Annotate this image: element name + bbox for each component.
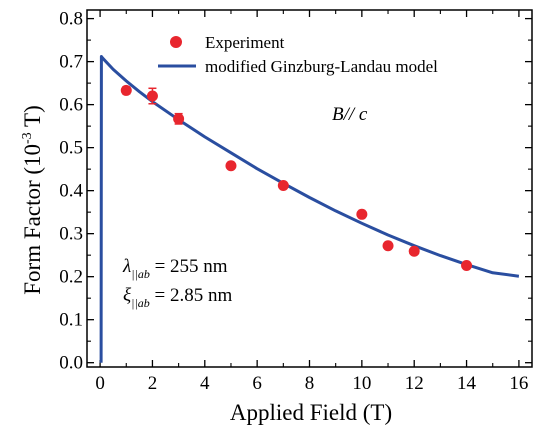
experiment-point	[461, 259, 473, 271]
xi-value: = 2.85 nm	[150, 285, 233, 306]
y-tick-label: 0.3	[59, 224, 83, 245]
x-tick-label: 4	[200, 373, 210, 394]
y-tick-label: 0.5	[59, 138, 83, 159]
xi-subscript: ||ab	[131, 296, 150, 310]
x-tick-label: 2	[148, 373, 158, 394]
xi-annotation: ξ||ab = 2.85 nm	[123, 285, 232, 310]
experiment-point	[356, 208, 368, 220]
y-tick-label: 0.1	[59, 310, 83, 331]
y-tick-label: 0.8	[59, 9, 83, 30]
legend: Experiment modified Ginzburg-Landau mode…	[158, 33, 438, 76]
lambda-subscript: ||ab	[131, 267, 150, 281]
x-tick-label: 16	[509, 373, 528, 394]
y-axis-label-unit: T)	[20, 105, 45, 132]
experiment-point	[120, 84, 132, 96]
plot-frame	[86, 9, 533, 368]
experiment-point	[146, 90, 158, 102]
experiment-point	[408, 245, 420, 257]
experiment-point	[173, 113, 185, 125]
x-tick-label: 6	[252, 373, 262, 394]
y-tick-label: 0.2	[59, 267, 83, 288]
lambda-annotation: λ||ab = 255 nm	[122, 256, 228, 281]
y-axis-label-exponent: -3	[20, 132, 35, 144]
xi-symbol: ξ	[123, 285, 132, 306]
x-tick-label: 8	[305, 373, 315, 394]
x-tick-label: 0	[95, 373, 105, 394]
y-tick-label: 0.6	[59, 95, 83, 116]
y-tick-label: 0.7	[59, 52, 83, 73]
x-axis-label: Applied Field (T)	[230, 400, 392, 425]
y-tick-label: 0.0	[59, 353, 83, 374]
tick-labels: 0 2 4 6 8 10 12 14 16 0.0 0.1 0.2 0.3 0.4 0.5 0.6 0.7 0.8	[59, 9, 528, 394]
model-line	[99, 55, 520, 363]
legend-label-experiment: Experiment	[205, 33, 285, 52]
experiment-point	[225, 160, 237, 172]
x-tick-label: 10	[352, 373, 371, 394]
y-axis-label: Form Factor (10-3 T)	[20, 105, 45, 294]
legend-marker-experiment	[170, 36, 182, 48]
y-tick-label: 0.4	[59, 181, 83, 202]
y-axis-label-main: Form Factor (10	[20, 144, 45, 295]
x-tick-label: 14	[457, 373, 477, 394]
lambda-symbol: λ	[122, 256, 131, 277]
experiment-point	[277, 179, 289, 191]
lambda-value: = 255 nm	[150, 256, 228, 277]
x-tick-label: 12	[405, 373, 424, 394]
legend-label-model: modified Ginzburg-Landau model	[205, 57, 438, 76]
experiment-points	[120, 84, 473, 271]
experiment-point	[382, 240, 394, 252]
field-direction-annotation: B// c	[332, 104, 368, 125]
model-curve	[99, 55, 520, 363]
